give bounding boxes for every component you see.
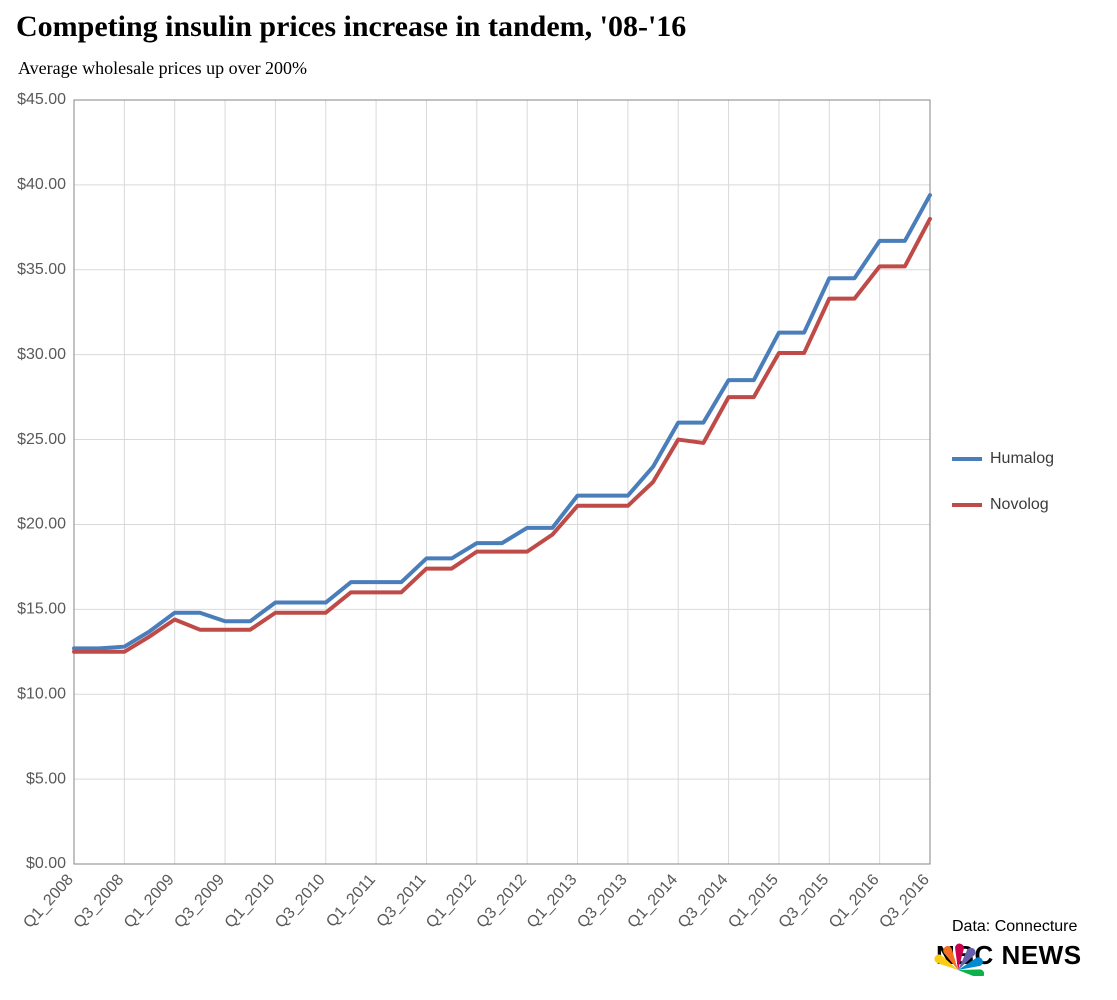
- y-tick-label: $0.00: [26, 855, 66, 872]
- x-tick-label: Q3_2009: [171, 871, 228, 931]
- y-tick-label: $45.00: [17, 91, 66, 108]
- nbc-news-logo: NBC NEWS: [932, 940, 1082, 971]
- x-tick-label: Q3_2013: [574, 871, 631, 931]
- legend-label: Humalog: [990, 450, 1054, 467]
- y-tick-label: $20.00: [17, 516, 66, 533]
- series-line-humalog: [74, 195, 930, 648]
- x-tick-label: Q1_2015: [725, 871, 782, 931]
- x-tick-label: Q3_2016: [876, 871, 933, 931]
- chart-svg: $0.00 $5.00 $10.00 $15.00 $20.00 $25.00 $30.00…: [0, 0, 1117, 1000]
- y-tick-label: $10.00: [17, 685, 66, 702]
- x-tick-label: Q1_2008: [20, 871, 77, 931]
- chart-container: Competing insulin prices increase in tan…: [0, 0, 1117, 1000]
- x-tick-label: Q3_2010: [272, 871, 329, 931]
- x-tick-label: Q1_2011: [323, 871, 379, 930]
- x-tick-label: Q3_2015: [776, 871, 833, 931]
- x-tick-label: Q3_2014: [675, 871, 732, 931]
- legend-label: Novolog: [990, 496, 1049, 513]
- series-line-novolog: [74, 219, 930, 652]
- x-tick-label: Q1_2016: [826, 871, 883, 931]
- x-tick-label: Q3_2008: [71, 871, 128, 931]
- x-tick-label: Q3_2011: [374, 871, 430, 930]
- y-tick-label: $5.00: [26, 770, 66, 787]
- x-tick-label: Q1_2014: [625, 871, 682, 931]
- y-tick-label: $15.00: [17, 601, 66, 618]
- y-tick-label: $25.00: [17, 431, 66, 448]
- x-tick-label: Q1_2009: [121, 871, 178, 931]
- y-tick-label: $30.00: [17, 346, 66, 363]
- x-tick-label: Q3_2012: [473, 871, 530, 931]
- y-tick-label: $35.00: [17, 261, 66, 278]
- x-tick-label: Q1_2013: [524, 871, 581, 931]
- data-credit: Data: Connecture: [952, 918, 1077, 936]
- x-tick-label: Q1_2010: [222, 871, 279, 931]
- x-tick-label: Q1_2012: [423, 871, 480, 931]
- y-tick-label: $40.00: [17, 176, 66, 193]
